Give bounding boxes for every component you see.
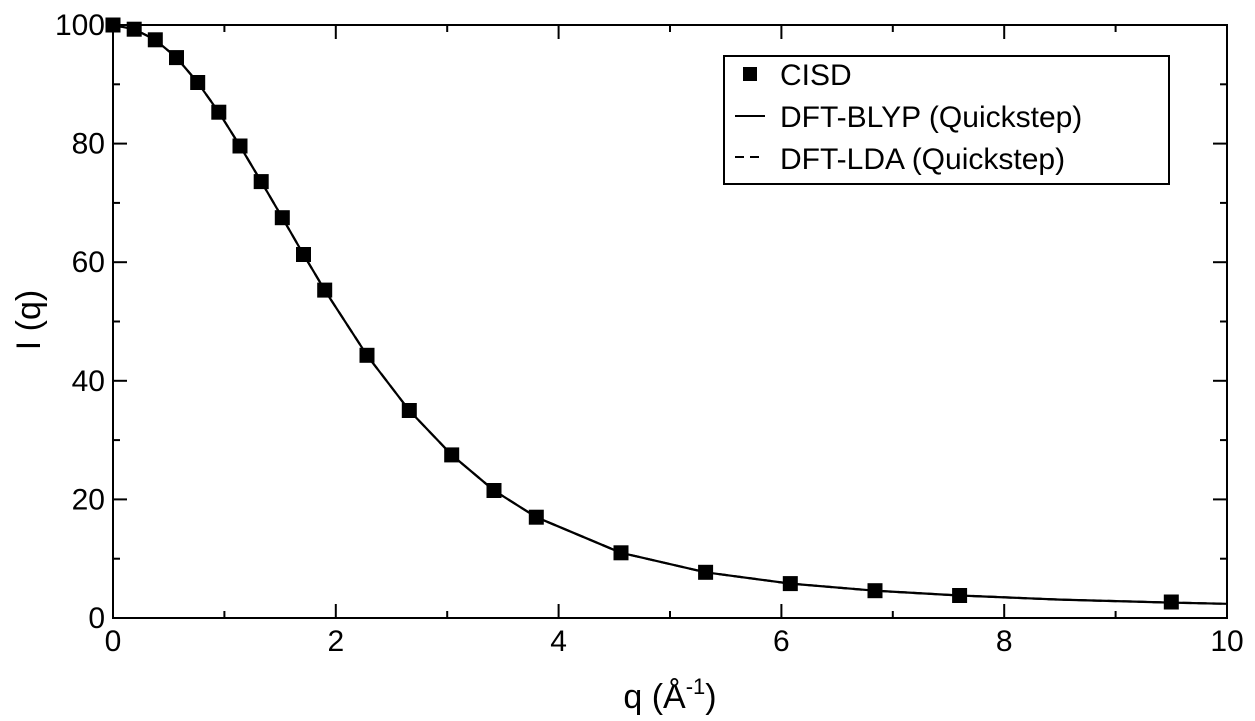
y-tick-label: 0 [88, 602, 105, 635]
data-point-cisd [274, 210, 290, 226]
y-tick-label: 60 [72, 246, 105, 279]
legend-box [723, 55, 1170, 185]
x-tick-label: 4 [550, 625, 567, 658]
y-tick-label: 20 [72, 483, 105, 516]
legend: CISD DFT-BLYP (Quickstep) DFT-LDA (Quick… [723, 55, 1170, 185]
legend-lda-label: DFT-LDA (Quickstep) [780, 143, 1065, 176]
x-axis-label: q (Å-1) [623, 674, 716, 716]
y-tick-label: 80 [72, 128, 105, 161]
data-point-cisd [169, 50, 184, 66]
data-point-cisd [190, 75, 206, 90]
x-tick-label: 2 [327, 625, 344, 658]
data-point-cisd [317, 282, 333, 298]
x-tick-label: 6 [773, 625, 790, 658]
x-tick-label: 10 [1210, 625, 1243, 658]
x-axis-label-superscript: -1 [686, 674, 706, 699]
data-point-cisd [211, 104, 227, 120]
data-point-cisd [126, 21, 142, 37]
data-point-cisd [401, 403, 417, 418]
y-tick-label: 100 [55, 9, 105, 42]
series-line-2 [112, 23, 1228, 605]
data-point-cisd [528, 509, 544, 525]
data-point-cisd [952, 588, 968, 603]
series-layer [105, 17, 1228, 610]
data-point-cisd [359, 347, 375, 363]
x-axis-label-close: ) [705, 678, 716, 716]
legend-blyp-label: DFT-BLYP (Quickstep) [780, 101, 1082, 134]
data-point-cisd [486, 483, 502, 498]
x-tick-label: 8 [996, 625, 1013, 658]
y-tick-label: 40 [72, 365, 105, 398]
x-axis-label-main: q (Å [623, 678, 686, 716]
data-point-cisd [698, 564, 714, 580]
ticks-layer [112, 24, 1228, 619]
data-point-cisd [444, 447, 460, 463]
legend-cisd-marker [743, 67, 757, 81]
data-point-cisd [296, 247, 311, 262]
data-point-cisd [147, 32, 163, 48]
x-tick-label: 0 [105, 625, 122, 658]
y-axis-label: I (q) [10, 290, 48, 350]
legend-cisd-label: CISD [780, 59, 852, 92]
data-point-cisd [613, 545, 629, 561]
data-point-cisd [782, 576, 798, 592]
data-point-cisd [232, 138, 248, 154]
data-point-cisd [867, 583, 883, 599]
data-point-cisd [1163, 594, 1179, 610]
data-point-cisd [253, 174, 269, 190]
